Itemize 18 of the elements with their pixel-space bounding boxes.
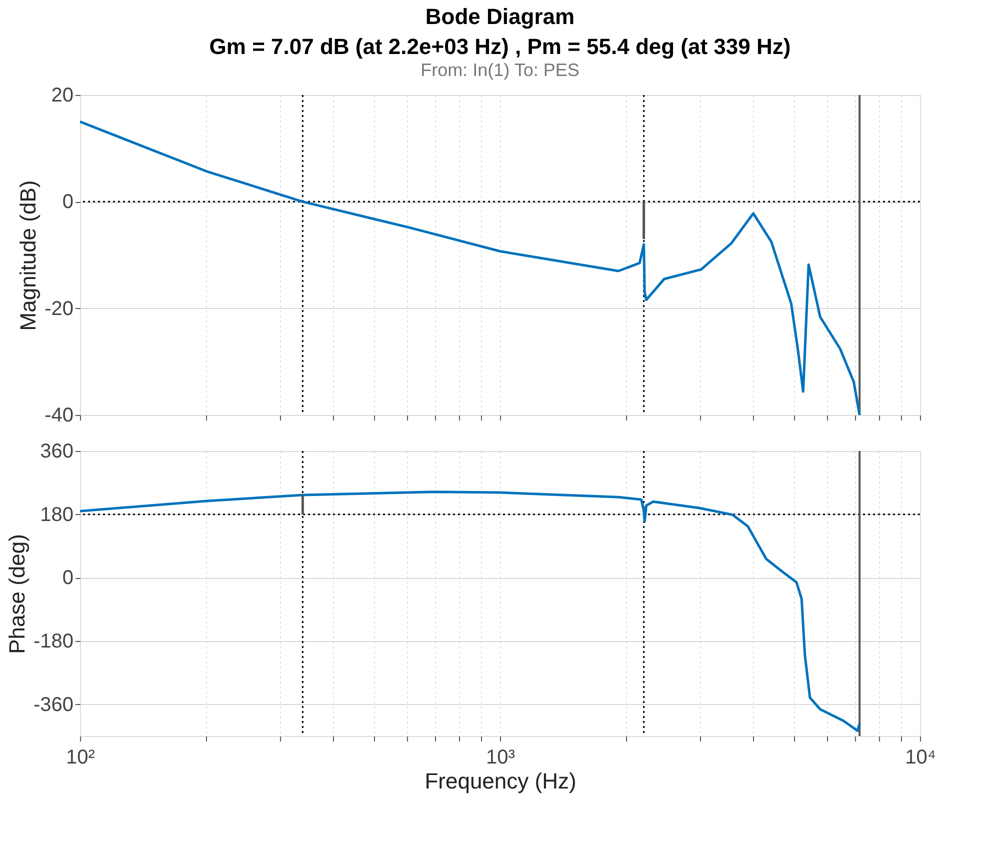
y-tick-label: 0 bbox=[62, 191, 74, 214]
x-tick-label: 10⁴ bbox=[905, 746, 936, 768]
y-tick-label: 360 bbox=[40, 440, 74, 462]
x-tick-label: 10³ bbox=[486, 746, 516, 768]
y-tick-label: -20 bbox=[44, 298, 74, 320]
y-tick-label: 20 bbox=[51, 84, 74, 106]
y-tick-label: -360 bbox=[33, 694, 74, 716]
text: From: In(1) To: PES bbox=[420, 60, 580, 80]
x-axis-title: Frequency (Hz) bbox=[424, 768, 576, 794]
y-tick-label: -180 bbox=[33, 630, 74, 652]
y-tick-label: 180 bbox=[40, 504, 74, 526]
chart-subtitle: Gm = 7.07 dB (at 2.2e+03 Hz) , Pm = 55.4 deg (at 339 Hz) bbox=[209, 34, 791, 59]
x-tick-label: 10² bbox=[66, 746, 96, 768]
y-tick-label: -40 bbox=[44, 404, 74, 426]
y-axis-title: Phase (deg) bbox=[4, 534, 30, 654]
chart-title: Bode Diagram bbox=[425, 4, 575, 29]
y-axis-title: Magnitude (dB) bbox=[16, 180, 41, 331]
y-tick-label: 0 bbox=[62, 567, 74, 590]
